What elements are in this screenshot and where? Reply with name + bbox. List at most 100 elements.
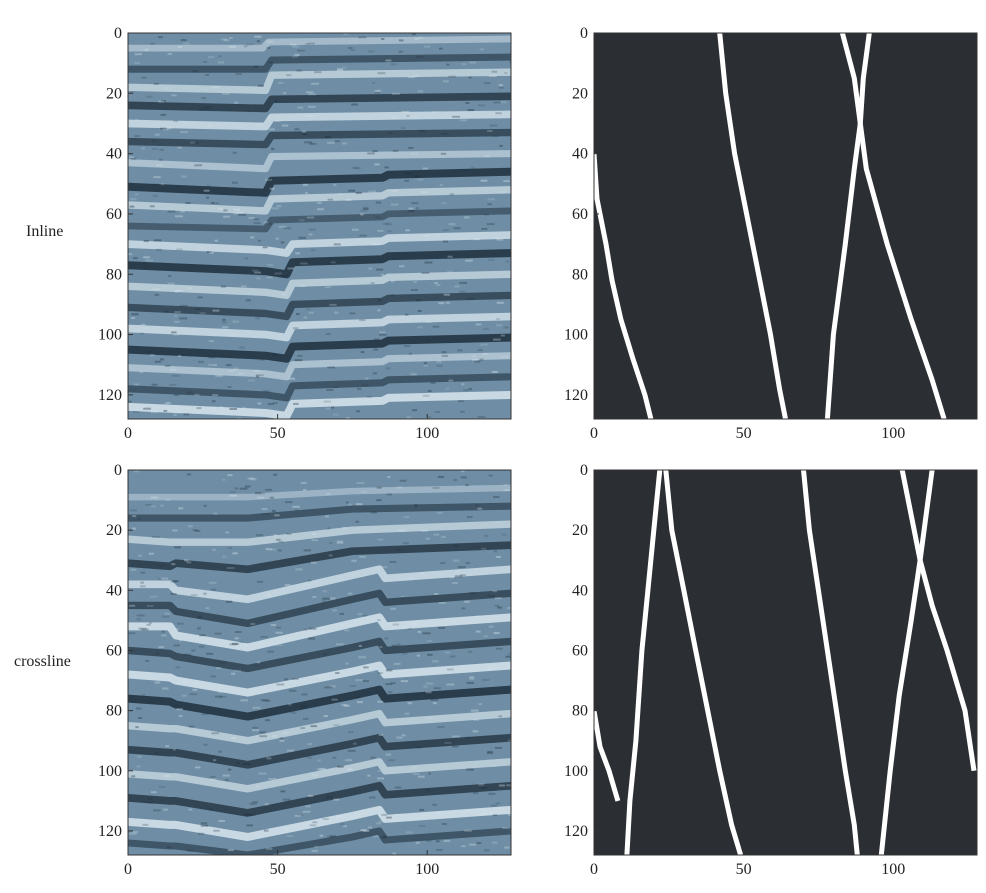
texture-speck <box>265 548 272 551</box>
texture-speck <box>494 746 502 749</box>
texture-speck <box>174 394 180 397</box>
texture-speck <box>459 119 468 122</box>
texture-speck <box>325 493 331 496</box>
texture-speck <box>491 371 498 373</box>
texture-speck <box>308 311 314 314</box>
texture-speck <box>171 94 177 97</box>
texture-speck <box>218 820 225 822</box>
texture-speck <box>432 803 437 806</box>
texture-speck <box>213 364 217 367</box>
texture-speck <box>307 743 312 745</box>
texture-speck <box>301 133 307 136</box>
texture-speck <box>167 282 175 285</box>
texture-speck <box>436 360 442 363</box>
y-tick-label: 0 <box>114 462 122 479</box>
texture-speck <box>286 74 292 77</box>
texture-speck <box>492 814 498 817</box>
texture-speck <box>213 512 218 515</box>
texture-speck <box>327 527 331 530</box>
texture-speck <box>470 709 479 712</box>
texture-speck <box>253 65 258 68</box>
texture-speck <box>261 513 270 516</box>
texture-speck <box>377 770 382 773</box>
texture-speck <box>308 627 317 630</box>
texture-speck <box>174 546 181 549</box>
texture-speck <box>312 821 318 824</box>
texture-speck <box>496 301 504 304</box>
texture-speck <box>128 253 133 256</box>
texture-speck <box>152 194 158 197</box>
texture-speck <box>220 695 227 698</box>
texture-speck <box>503 326 509 329</box>
texture-speck <box>244 644 250 646</box>
horizon-15 <box>128 805 511 841</box>
texture-speck <box>461 63 466 66</box>
texture-speck <box>148 701 154 704</box>
texture-speck <box>468 76 472 79</box>
texture-speck <box>296 69 303 72</box>
texture-speck <box>370 756 376 759</box>
texture-speck <box>300 481 307 484</box>
texture-speck <box>360 351 365 354</box>
texture-speck <box>483 82 491 85</box>
texture-speck <box>158 564 167 567</box>
texture-speck <box>390 203 399 206</box>
texture-speck <box>197 616 202 619</box>
texture-speck <box>137 517 142 520</box>
texture-speck <box>249 802 257 805</box>
texture-speck <box>179 304 188 307</box>
texture-speck <box>297 106 304 109</box>
texture-speck <box>332 756 337 759</box>
texture-speck <box>273 534 277 537</box>
texture-speck <box>399 479 407 482</box>
texture-speck <box>275 631 283 634</box>
y-tick-label: 100 <box>98 327 122 344</box>
texture-speck <box>329 597 336 600</box>
texture-speck <box>461 845 466 848</box>
texture-speck <box>387 691 393 694</box>
texture-speck <box>222 478 226 481</box>
texture-speck <box>481 678 490 681</box>
texture-speck <box>338 400 343 403</box>
texture-speck <box>182 681 187 683</box>
texture-speck <box>297 49 305 52</box>
texture-speck <box>406 416 411 419</box>
texture-speck <box>303 316 307 319</box>
texture-speck <box>446 683 455 686</box>
texture-speck <box>402 626 408 629</box>
texture-speck <box>295 568 303 571</box>
texture-speck <box>488 792 496 795</box>
texture-speck <box>283 92 287 95</box>
texture-speck <box>150 354 155 357</box>
texture-speck <box>284 501 293 504</box>
texture-speck <box>229 37 233 39</box>
horizon-9 <box>128 661 511 697</box>
texture-speck <box>356 387 362 390</box>
texture-speck <box>487 130 493 132</box>
texture-speck <box>369 796 376 799</box>
texture-speck <box>212 394 219 397</box>
y-tick-label: 120 <box>98 387 122 404</box>
texture-speck <box>260 636 268 638</box>
texture-speck <box>152 140 156 143</box>
texture-speck <box>497 606 503 609</box>
texture-speck <box>501 533 507 536</box>
texture-speck <box>408 207 414 210</box>
texture-speck <box>469 676 474 679</box>
texture-speck <box>336 540 343 543</box>
texture-speck <box>269 496 274 499</box>
texture-speck <box>455 570 461 573</box>
texture-speck <box>209 407 217 410</box>
texture-speck <box>332 609 337 612</box>
texture-speck <box>186 473 192 476</box>
texture-speck <box>347 47 353 49</box>
texture-speck <box>508 652 511 655</box>
horizon-13 <box>128 270 511 300</box>
texture-speck <box>396 736 403 739</box>
seismic-texture <box>128 33 511 419</box>
texture-speck <box>175 666 181 669</box>
texture-speck <box>292 45 300 48</box>
horizon-1 <box>128 484 511 501</box>
texture-speck <box>487 750 493 753</box>
texture-speck <box>377 229 384 232</box>
